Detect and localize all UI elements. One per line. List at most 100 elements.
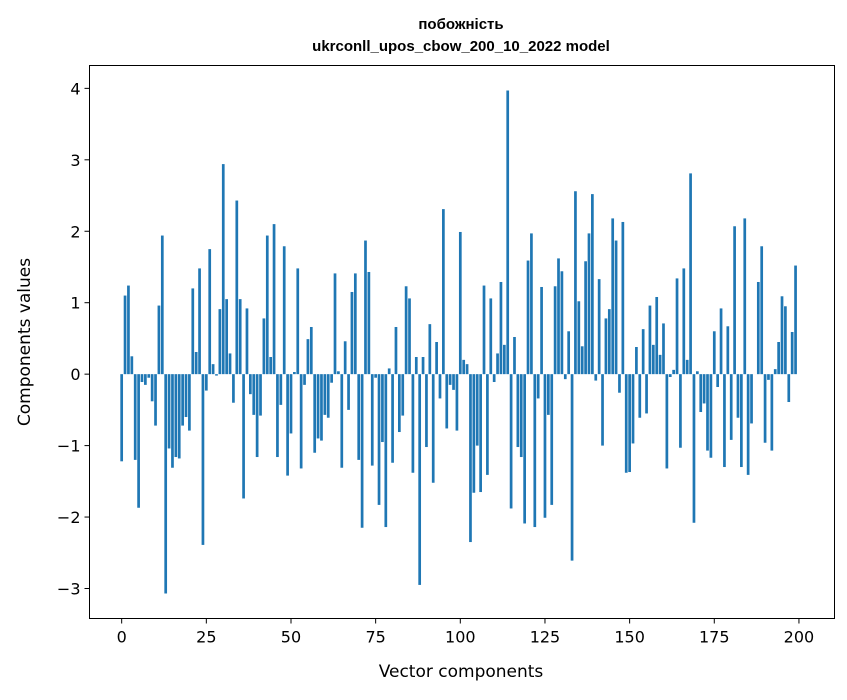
bar-43	[266, 236, 269, 375]
x-axis-label: Vector components	[379, 662, 544, 682]
bar-156	[649, 306, 652, 375]
bar-20	[188, 374, 191, 430]
bar-197	[787, 374, 790, 402]
bar-87	[415, 357, 418, 374]
bar-183	[740, 374, 743, 467]
bar-80	[391, 374, 394, 463]
bar-29	[219, 309, 222, 374]
bar-41	[259, 374, 262, 415]
bar-153	[638, 374, 641, 418]
bar-194	[777, 342, 780, 374]
bar-182	[737, 374, 740, 418]
bar-61	[327, 374, 330, 418]
bar-14	[168, 374, 171, 448]
bar-158	[655, 297, 658, 374]
bar-118	[520, 374, 523, 457]
bar-100	[459, 232, 462, 374]
bar-76	[378, 374, 381, 505]
bar-35	[239, 299, 242, 374]
bar-109	[489, 298, 492, 374]
bar-3	[130, 356, 133, 374]
bar-102	[466, 364, 469, 374]
bar-75	[374, 374, 377, 378]
bar-195	[781, 296, 784, 374]
bar-55	[307, 339, 310, 374]
bar-196	[784, 306, 787, 374]
x-tick-label: 150	[614, 628, 645, 647]
bar-37	[246, 308, 249, 374]
x-tick-label: 100	[445, 628, 476, 647]
bar-101	[462, 360, 465, 374]
bar-135	[577, 301, 580, 374]
bar-181	[733, 226, 736, 374]
bar-50	[290, 374, 293, 433]
bar-64	[337, 371, 340, 374]
bar-46	[276, 374, 279, 457]
bar-60	[323, 374, 326, 415]
bar-130	[561, 271, 564, 374]
bar-190	[764, 374, 767, 443]
bar-2	[127, 286, 130, 375]
bar-169	[693, 374, 696, 523]
bar-57	[313, 374, 316, 453]
bar-125	[544, 374, 547, 518]
bar-94	[439, 374, 442, 398]
bar-97	[449, 374, 452, 385]
bar-185	[747, 374, 750, 475]
bar-18	[181, 374, 184, 425]
bar-42	[263, 318, 266, 374]
bar-141	[598, 279, 601, 374]
bar-8	[147, 374, 150, 378]
bar-192	[770, 374, 773, 450]
bar-92	[432, 374, 435, 483]
bar-140	[594, 374, 597, 380]
bar-111	[496, 353, 499, 374]
bar-73	[368, 272, 371, 374]
bar-177	[720, 308, 723, 374]
bar-161	[666, 374, 669, 468]
bar-162	[669, 374, 672, 377]
bar-105	[476, 374, 479, 445]
bar-170	[696, 371, 699, 374]
bar-165	[679, 374, 682, 448]
bar-71	[361, 374, 364, 528]
bar-129	[557, 258, 560, 374]
bar-139	[591, 194, 594, 374]
bar-12	[161, 236, 164, 375]
y-tick-label: 0	[70, 365, 80, 384]
bar-147	[618, 374, 621, 393]
bar-116	[513, 337, 516, 374]
bar-16	[174, 374, 177, 457]
bar-133	[571, 374, 574, 560]
bar-123	[537, 374, 540, 398]
bar-85	[408, 298, 411, 374]
bar-4	[134, 374, 137, 460]
x-tick-label: 25	[196, 628, 216, 647]
bar-137	[584, 261, 587, 374]
bar-126	[547, 374, 550, 415]
bar-38	[249, 374, 252, 394]
bar-191	[767, 374, 770, 380]
bar-145	[611, 218, 614, 374]
bar-27	[212, 364, 215, 374]
bar-25	[205, 374, 208, 390]
bar-122	[533, 374, 536, 527]
bar-131	[564, 374, 567, 379]
bar-193	[774, 369, 777, 374]
chart-subtitle: ukrconll_upos_cbow_200_10_2022 model	[312, 38, 610, 55]
y-tick-label: 2	[70, 222, 80, 241]
x-tick-label: 125	[530, 628, 561, 647]
bar-150	[628, 374, 631, 472]
bar-115	[510, 374, 513, 508]
y-tick-label: 4	[70, 79, 80, 98]
bar-15	[171, 374, 174, 468]
bar-17	[178, 374, 181, 458]
bar-74	[371, 374, 374, 465]
bar-167	[686, 360, 689, 374]
bar-120	[527, 261, 530, 375]
bar-81	[395, 327, 398, 374]
x-tick-label: 75	[365, 628, 385, 647]
y-tick-label: −3	[57, 579, 81, 598]
bar-53	[300, 374, 303, 468]
